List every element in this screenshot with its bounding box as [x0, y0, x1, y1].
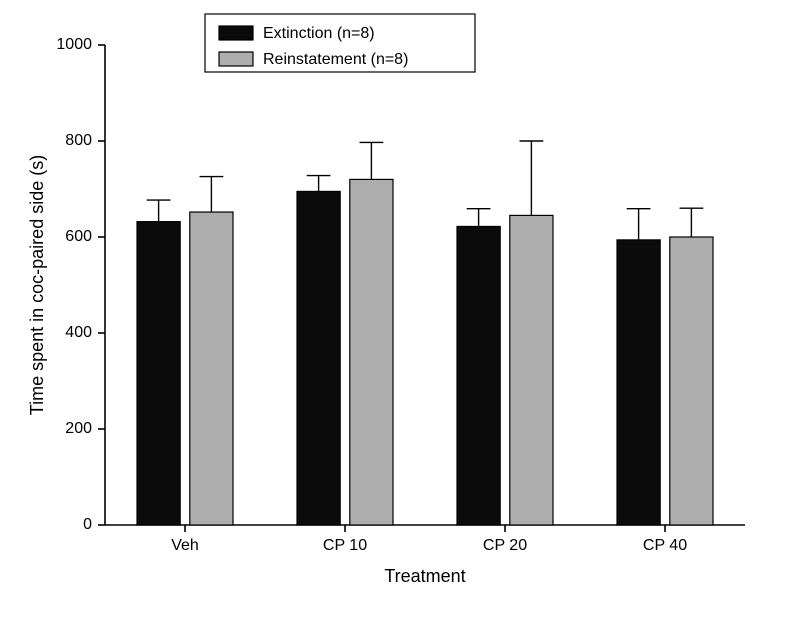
y-tick-label: 200	[65, 420, 92, 437]
x-tick-label: Veh	[171, 537, 199, 554]
bar	[510, 215, 553, 525]
chart-container: 0 200 400 600 800 1000 Time spent in coc-paire…	[0, 0, 800, 617]
legend-label: Extinction (n=8)	[263, 25, 375, 42]
y-tick-label: 800	[65, 132, 92, 149]
bar-chart: 0 200 400 600 800 1000 Time spent in coc-paire…	[0, 0, 800, 617]
bar	[617, 240, 660, 525]
x-tick-label: CP 40	[643, 537, 687, 554]
bar	[137, 222, 180, 525]
legend-swatch	[219, 26, 253, 40]
y-tick-label: 1000	[56, 36, 92, 53]
x-tick-label: CP 10	[323, 537, 367, 554]
y-axis-label: Time spent in coc-paired side (s)	[27, 155, 47, 415]
bar	[457, 226, 500, 525]
legend-label: Reinstatement (n=8)	[263, 51, 408, 68]
x-tick-label: CP 20	[483, 537, 527, 554]
y-tick-label: 600	[65, 228, 92, 245]
y-tick-label: 400	[65, 324, 92, 341]
legend: Extinction (n=8) Reinstatement (n=8)	[205, 14, 475, 72]
bar	[350, 179, 393, 525]
bar	[670, 237, 713, 525]
bar	[190, 212, 233, 525]
x-axis-label: Treatment	[384, 566, 465, 586]
y-tick-label: 0	[83, 516, 92, 533]
bar	[297, 191, 340, 525]
legend-swatch	[219, 52, 253, 66]
